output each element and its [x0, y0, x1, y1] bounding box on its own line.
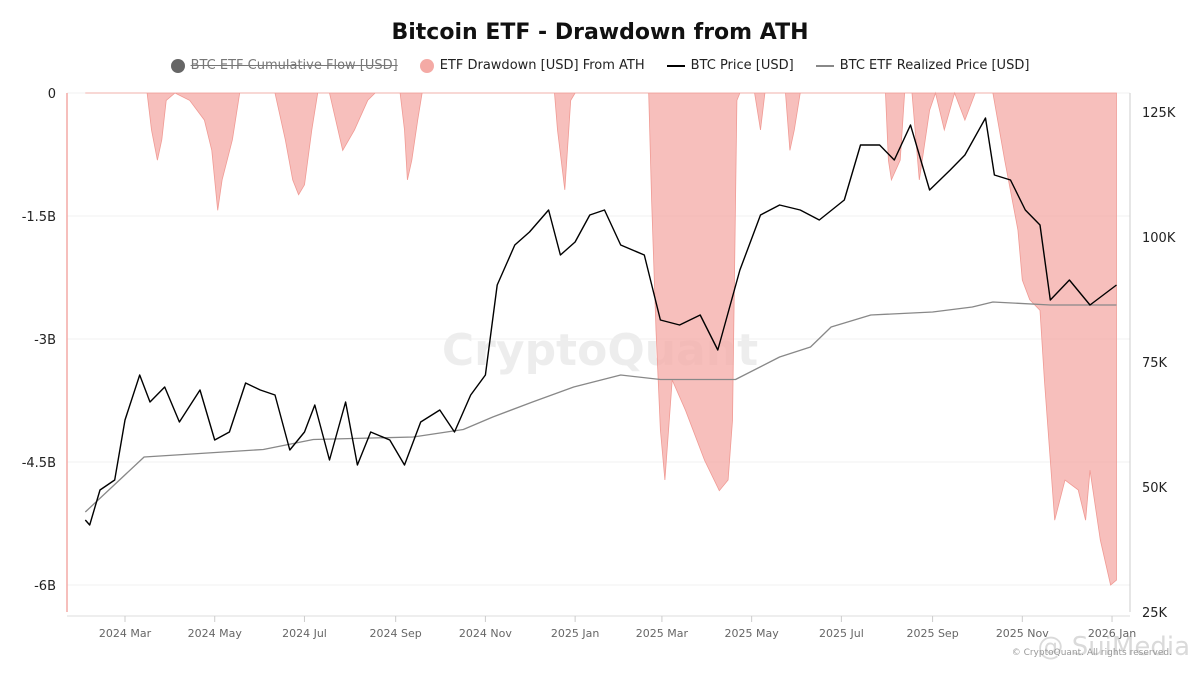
- legend-label: BTC Price [USD]: [690, 58, 794, 73]
- right-tick-label: 75K: [1142, 356, 1168, 371]
- x-tick-label: 2024 Jul: [282, 627, 327, 640]
- left-tick-label: -3B: [34, 333, 56, 348]
- legend-item-cumulative-flow[interactable]: BTC ETF Cumulative Flow [USD]: [170, 58, 398, 73]
- x-tick-label: 2024 Sep: [370, 627, 422, 640]
- legend-line-icon: [666, 64, 685, 67]
- left-tick-label: -4.5B: [22, 456, 56, 471]
- x-tick-label: 2025 Sep: [906, 627, 958, 640]
- right-tick-label: 50K: [1142, 481, 1168, 496]
- btc-price-line: [84, 117, 1117, 526]
- legend-dot-icon: [419, 58, 434, 73]
- right-tick-label: 25K: [1142, 606, 1168, 621]
- right-tick-label: 100K: [1142, 231, 1176, 246]
- x-tick-label: 2025 Nov: [996, 627, 1049, 640]
- x-tick-label: 2024 Nov: [459, 627, 512, 640]
- legend-item-realized-price[interactable]: BTC ETF Realized Price [USD]: [815, 58, 1030, 73]
- left-tick-label: 0: [48, 87, 56, 102]
- legend-line-icon: [815, 64, 834, 67]
- x-tick-label: 2025 Jul: [819, 627, 864, 640]
- legend-label: ETF Drawdown [USD] From ATH: [439, 58, 645, 73]
- left-tick-label: -6B: [34, 579, 56, 594]
- x-tick-label: 2026 Jan: [1088, 627, 1136, 640]
- x-tick-label: 2024 May: [188, 627, 243, 640]
- left-tick-label: -1.5B: [22, 210, 56, 225]
- legend-dot-icon: [170, 58, 185, 73]
- legend-item-btc-price[interactable]: BTC Price [USD]: [666, 58, 794, 73]
- overlay-watermark: @ SuiMedia: [1037, 632, 1190, 662]
- copyright: © CryptoQuant. All rights reserved.: [1011, 648, 1172, 658]
- x-tick-label: 2025 Jan: [551, 627, 599, 640]
- x-tick-label: 2024 Mar: [99, 627, 152, 640]
- right-tick-label: 125K: [1142, 106, 1176, 121]
- x-tick-label: 2025 May: [725, 627, 780, 640]
- legend-item-drawdown[interactable]: ETF Drawdown [USD] From ATH: [419, 58, 645, 73]
- realized-price-line: [84, 301, 1117, 513]
- x-tick-label: 2025 Mar: [636, 627, 689, 640]
- legend-label: BTC ETF Cumulative Flow [USD]: [190, 58, 398, 73]
- legend-label: BTC ETF Realized Price [USD]: [839, 58, 1030, 73]
- chart-title: Bitcoin ETF - Drawdown from ATH: [391, 20, 809, 45]
- drawdown-area: [85, 91, 1117, 586]
- legend: BTC ETF Cumulative Flow [USD] ETF Drawdo…: [0, 58, 1200, 73]
